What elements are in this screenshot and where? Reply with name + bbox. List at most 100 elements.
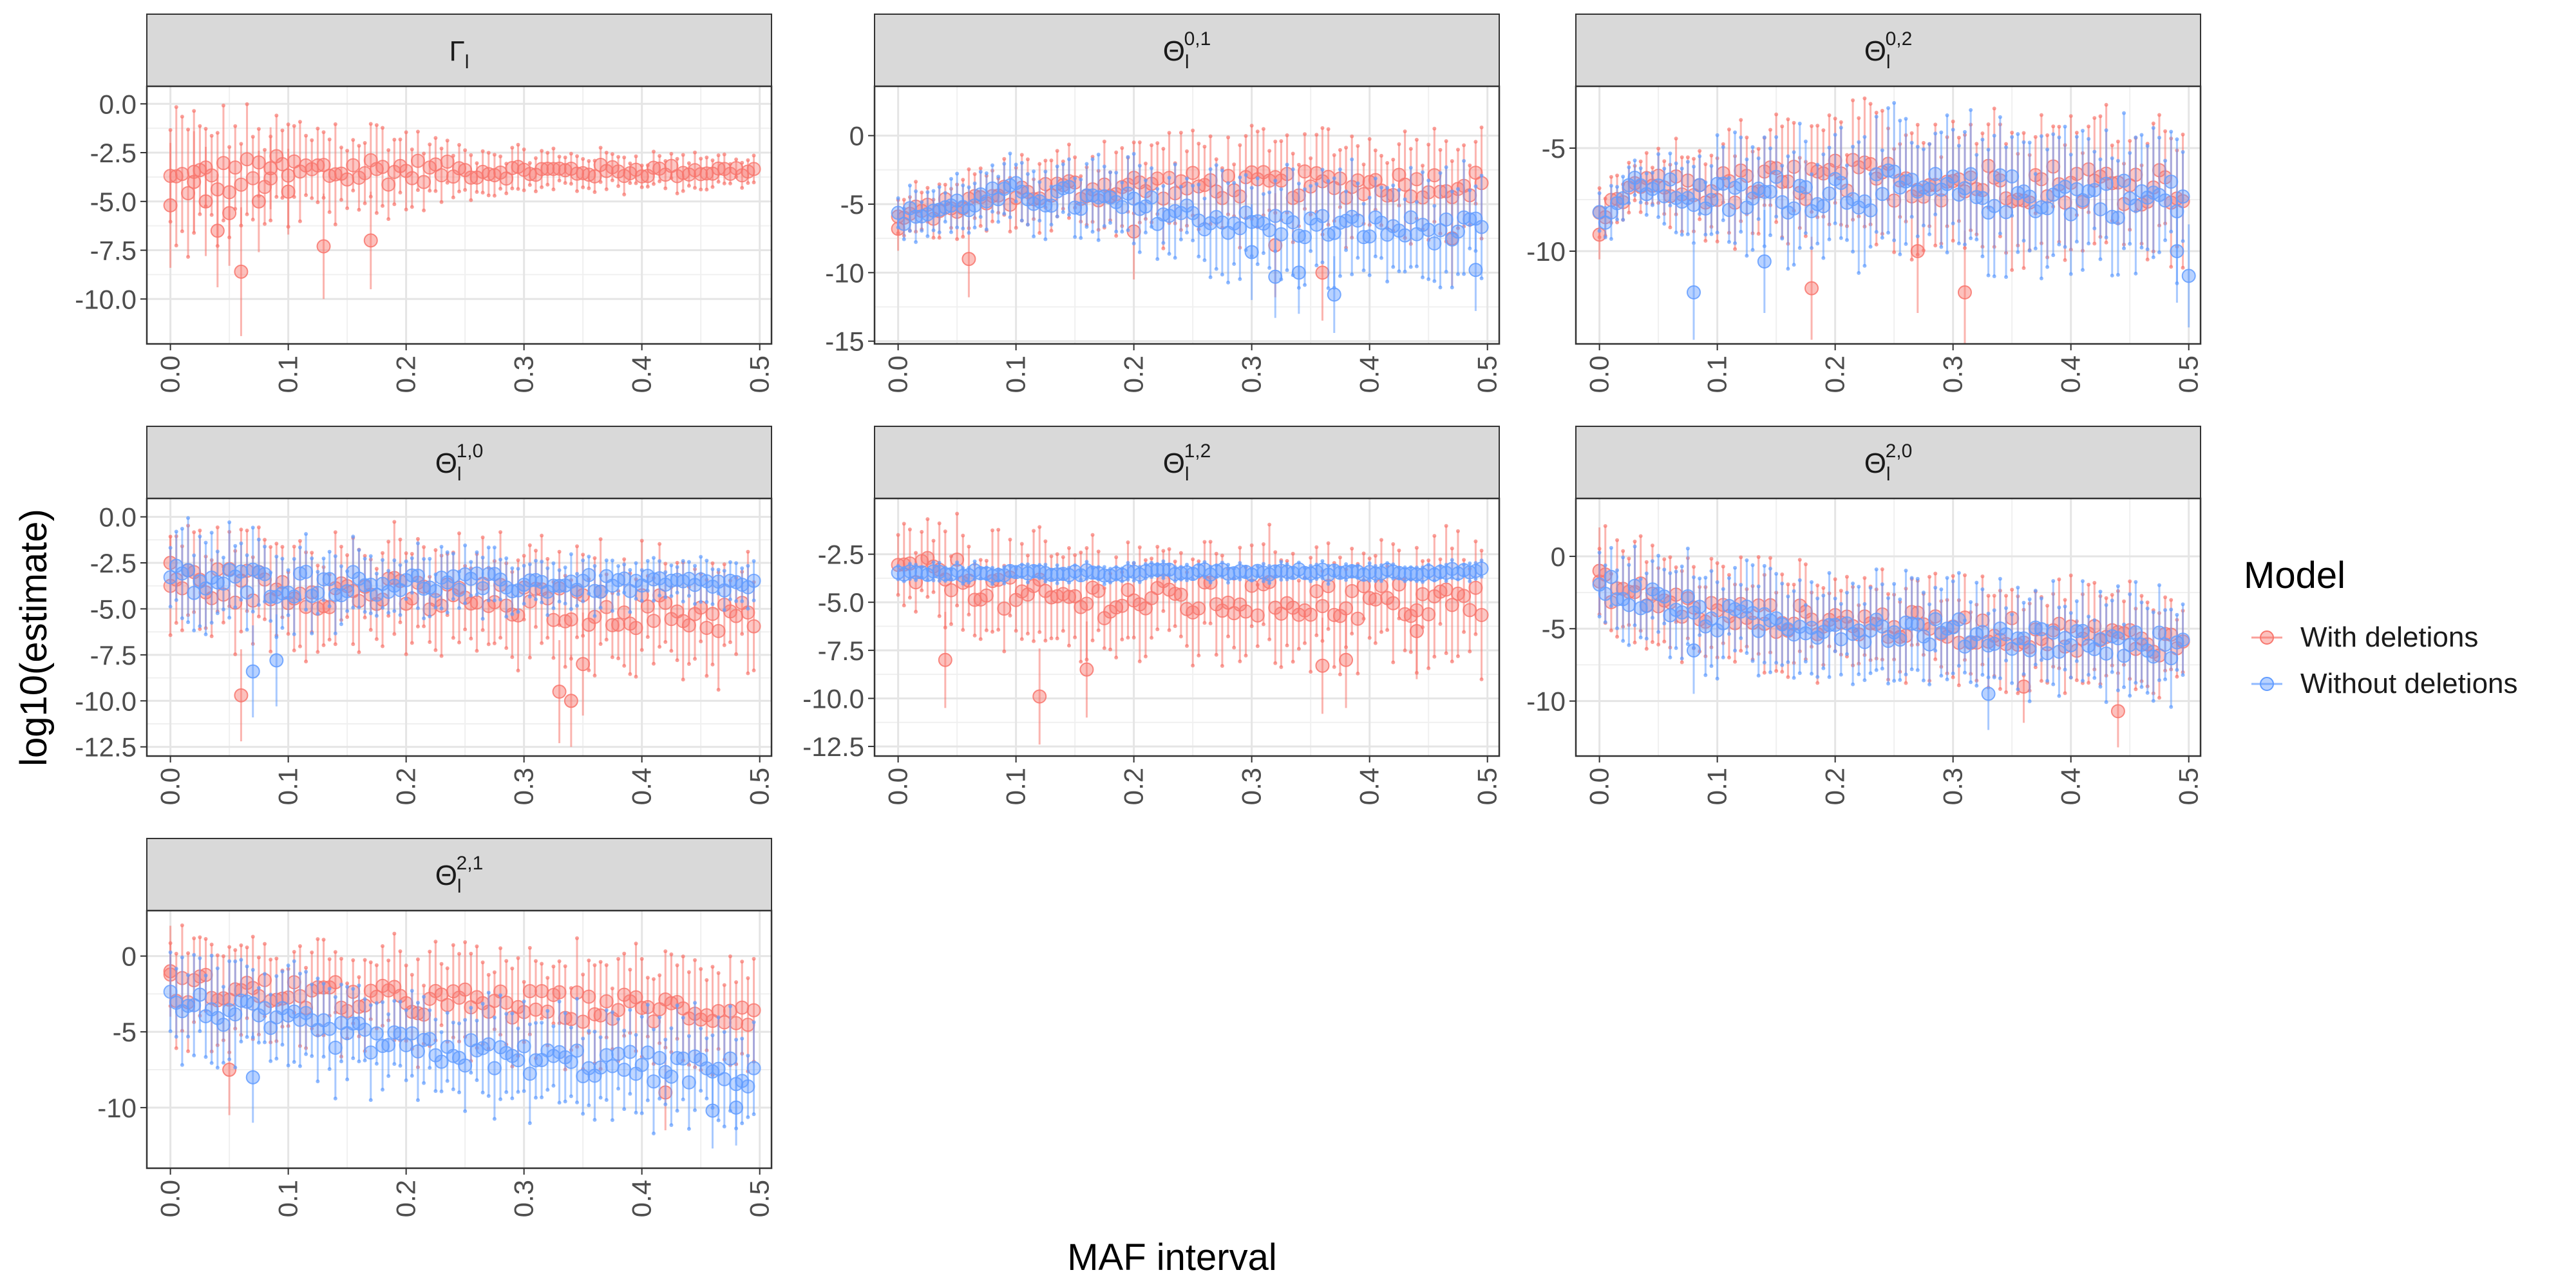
- error-cap: [1762, 670, 1766, 675]
- error-cap: [622, 557, 627, 562]
- error-cap: [1650, 171, 1654, 175]
- error-cap: [634, 596, 638, 601]
- error-cap: [1933, 571, 1938, 576]
- series-with-deletions: [163, 102, 761, 336]
- error-cap: [1862, 263, 1867, 268]
- data-point: [175, 167, 189, 182]
- error-cap: [1892, 238, 1897, 243]
- error-cap: [1238, 545, 1242, 550]
- data-point: [2093, 632, 2108, 647]
- error-cap: [1385, 279, 1390, 284]
- data-point: [1687, 198, 1701, 213]
- error-cap: [1880, 236, 1884, 240]
- error-cap: [333, 530, 337, 535]
- error-cap: [345, 206, 350, 211]
- error-cap: [1886, 231, 1890, 235]
- error-cap: [1969, 600, 1973, 604]
- error-cap: [1780, 582, 1785, 586]
- error-cap: [1397, 142, 1401, 146]
- error-cap: [1444, 579, 1448, 583]
- error-cap: [1833, 117, 1837, 121]
- error-cap: [516, 142, 520, 147]
- error-cap: [1774, 668, 1779, 673]
- error-cap: [1739, 649, 1743, 653]
- error-cap: [587, 186, 591, 191]
- error-cap: [333, 631, 337, 636]
- error-cap: [381, 558, 385, 562]
- data-point: [2040, 646, 2055, 661]
- panel-border: [873, 497, 1501, 757]
- error-cap: [1698, 633, 1702, 638]
- error-cap: [2069, 114, 2073, 118]
- error-cap: [902, 603, 906, 608]
- error-cap: [1102, 586, 1106, 591]
- error-cap: [2122, 599, 2126, 603]
- error-cap: [1455, 272, 1460, 276]
- error-cap: [1715, 561, 1719, 565]
- error-cap: [304, 965, 308, 970]
- error-cap: [569, 151, 573, 156]
- error-cap: [1173, 559, 1177, 564]
- error-cap: [298, 598, 302, 602]
- error-cap: [1615, 217, 1620, 222]
- y-tick-label: -5.0: [90, 594, 137, 624]
- error-cap: [628, 568, 632, 573]
- error-cap: [2116, 139, 2120, 144]
- error-cap: [363, 201, 367, 205]
- error-cap: [498, 530, 503, 535]
- y-tick-label: -10.0: [75, 686, 137, 716]
- error-cap: [286, 632, 290, 636]
- error-cap: [233, 948, 238, 952]
- data-point: [240, 585, 254, 600]
- y-tick-label: -10: [97, 1093, 137, 1123]
- error-cap: [2010, 135, 2014, 139]
- error-cap: [292, 632, 296, 636]
- error-cap: [920, 200, 924, 204]
- error-cap: [1674, 231, 1678, 235]
- error-cap: [1768, 146, 1772, 151]
- error-cap: [516, 187, 520, 191]
- error-cap: [1479, 574, 1484, 579]
- error-cap: [1803, 139, 1808, 144]
- error-cap: [1255, 644, 1260, 649]
- data-point: [2164, 651, 2179, 666]
- x-tick-label: 0.3: [1938, 768, 1968, 805]
- data-point: [1816, 199, 1831, 214]
- data-point: [269, 653, 284, 668]
- error-cap: [1043, 638, 1048, 643]
- error-cap: [1786, 594, 1790, 599]
- error-cap: [1185, 231, 1189, 235]
- error-cap: [1132, 151, 1136, 156]
- error-cap: [1285, 162, 1289, 167]
- error-cap: [1603, 620, 1607, 625]
- error-cap: [439, 200, 444, 204]
- error-cap: [292, 949, 296, 954]
- error-cap: [1597, 229, 1602, 233]
- error-cap: [221, 103, 225, 108]
- x-tick-label: 0.2: [391, 1180, 421, 1217]
- error-cap: [1721, 145, 1725, 149]
- error-cap: [2004, 142, 2009, 146]
- error-cap: [1414, 138, 1419, 142]
- panel-title: Θl1,0: [435, 440, 484, 485]
- error-cap: [298, 538, 302, 543]
- error-cap: [1621, 218, 1625, 222]
- y-tick-label: -2.5: [90, 548, 137, 578]
- error-cap: [752, 668, 756, 673]
- error-cap: [931, 236, 936, 240]
- error-cap: [540, 185, 544, 189]
- error-cap: [1426, 178, 1431, 183]
- error-cap: [1361, 202, 1366, 206]
- error-cap: [1143, 654, 1148, 659]
- data-point: [1598, 587, 1613, 601]
- data-point: [1999, 627, 2014, 641]
- error-cap: [1450, 546, 1454, 551]
- x-tick-label: 0.4: [627, 768, 657, 805]
- error-cap: [2063, 598, 2067, 602]
- error-cap: [937, 560, 942, 565]
- error-cap: [628, 161, 632, 166]
- error-cap: [1296, 162, 1301, 167]
- error-cap: [598, 146, 603, 150]
- error-cap: [174, 598, 178, 602]
- error-cap: [1479, 276, 1484, 281]
